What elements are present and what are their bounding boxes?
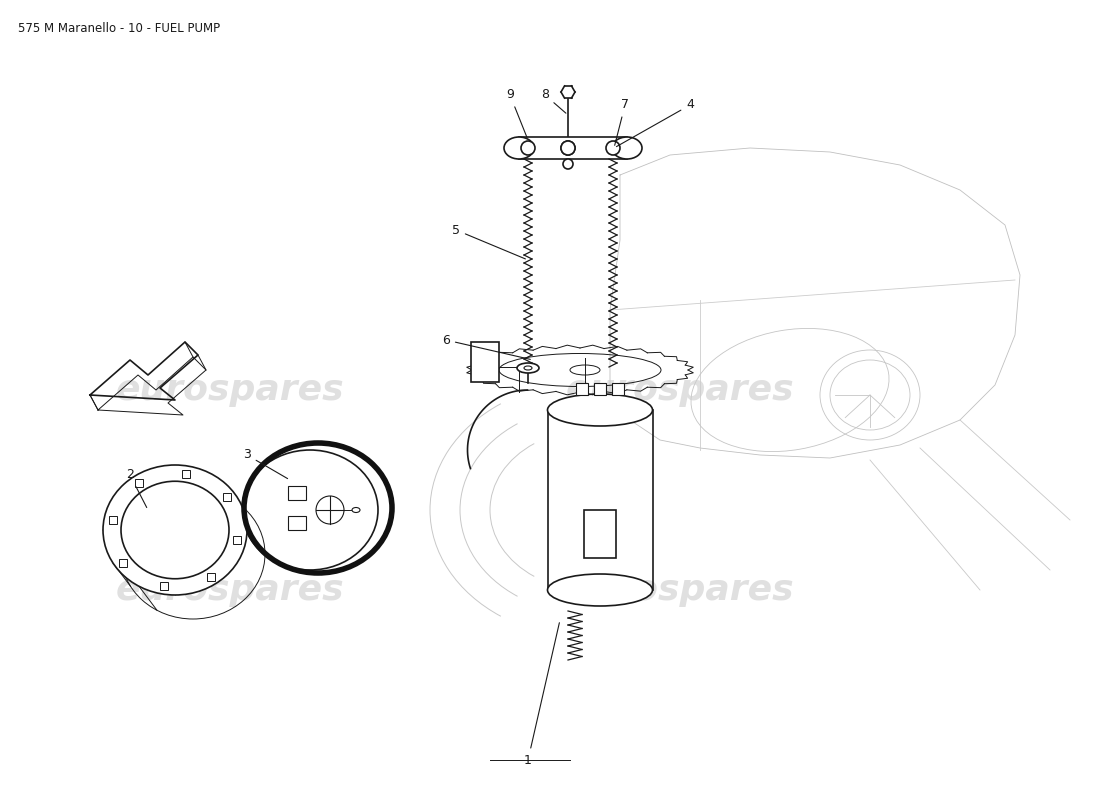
Bar	[288, 486, 306, 500]
Bar	[288, 516, 306, 530]
Ellipse shape	[121, 482, 229, 578]
Ellipse shape	[504, 137, 534, 159]
Bar	[182, 470, 190, 478]
Ellipse shape	[103, 465, 248, 595]
FancyArrow shape	[519, 137, 627, 159]
Text: 4: 4	[616, 98, 694, 146]
Text: 3: 3	[243, 449, 287, 478]
Bar	[109, 516, 117, 524]
Bar	[612, 383, 624, 395]
Circle shape	[563, 159, 573, 169]
Text: eurospares: eurospares	[565, 373, 794, 407]
Ellipse shape	[612, 137, 642, 159]
Bar	[119, 559, 128, 567]
Bar	[223, 493, 231, 501]
Text: eurospares: eurospares	[565, 573, 794, 607]
Text: 6: 6	[442, 334, 530, 359]
Bar	[584, 510, 616, 558]
Bar	[160, 582, 168, 590]
Circle shape	[521, 141, 535, 155]
Ellipse shape	[548, 574, 652, 606]
Text: 8: 8	[541, 89, 565, 113]
Text: 575 M Maranello - 10 - FUEL PUMP: 575 M Maranello - 10 - FUEL PUMP	[18, 22, 220, 35]
Ellipse shape	[517, 363, 539, 373]
Bar	[576, 383, 588, 395]
Text: eurospares: eurospares	[116, 573, 344, 607]
Circle shape	[316, 496, 344, 524]
Ellipse shape	[352, 507, 360, 513]
Ellipse shape	[548, 394, 652, 426]
Bar	[233, 536, 241, 544]
Circle shape	[606, 141, 620, 155]
Circle shape	[561, 141, 575, 155]
Bar	[471, 342, 499, 382]
Ellipse shape	[242, 450, 378, 570]
Text: 9: 9	[506, 89, 527, 138]
Text: 1: 1	[524, 622, 560, 766]
Bar	[594, 383, 606, 395]
Text: 7: 7	[615, 98, 629, 146]
Circle shape	[561, 141, 575, 155]
Text: 2: 2	[126, 469, 146, 507]
Bar	[134, 479, 143, 487]
Text: 5: 5	[452, 223, 526, 259]
Text: eurospares: eurospares	[116, 373, 344, 407]
Bar	[207, 573, 216, 581]
